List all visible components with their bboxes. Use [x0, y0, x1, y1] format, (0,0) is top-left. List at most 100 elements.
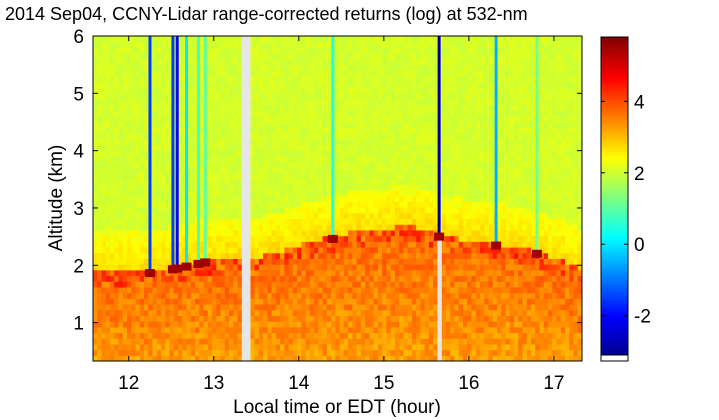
heatmap-cell — [386, 258, 392, 265]
heatmap-cell — [382, 321, 387, 328]
heatmap-cell — [416, 355, 422, 361]
heatmap-cell — [348, 338, 353, 345]
heatmap-cell — [331, 269, 336, 277]
heatmap-cell — [322, 275, 328, 282]
heatmap-cell — [229, 93, 234, 100]
heatmap-cell — [454, 269, 460, 277]
heatmap-cell — [441, 355, 447, 361]
heatmap-cell — [365, 58, 370, 66]
heatmap-cell — [105, 58, 111, 66]
heatmap-cell — [394, 64, 400, 71]
heatmap-cell — [169, 332, 175, 339]
heatmap-cell — [127, 53, 132, 60]
heatmap-cell — [394, 155, 400, 163]
heatmap-cell — [110, 246, 115, 254]
heatmap-cell — [131, 349, 137, 356]
heatmap-cell — [212, 218, 217, 225]
heatmap-cell — [93, 212, 98, 220]
heatmap-cell — [284, 269, 290, 277]
heatmap-cell — [301, 36, 307, 43]
heatmap-cell — [263, 36, 268, 43]
heatmap-cell — [135, 184, 141, 191]
heatmap-cell — [250, 264, 256, 271]
heatmap-cell — [292, 81, 298, 88]
heatmap-cell — [207, 138, 213, 145]
heatmap-cell — [348, 144, 353, 151]
heatmap-cell — [165, 286, 171, 294]
heatmap-cell — [250, 58, 256, 66]
heatmap-cell — [424, 121, 430, 128]
heatmap-cell — [411, 47, 417, 54]
heatmap-cell — [314, 172, 319, 180]
heatmap-cell — [144, 150, 149, 157]
heatmap-cell — [152, 150, 158, 157]
heatmap-cell — [335, 264, 341, 271]
heatmap-cell — [309, 41, 315, 49]
heatmap-cell — [178, 115, 183, 123]
heatmap-cell — [258, 269, 264, 277]
heatmap-cell — [386, 172, 392, 180]
heatmap-cell — [305, 229, 311, 237]
heatmap-cell — [216, 218, 222, 225]
heatmap-cell — [377, 207, 383, 214]
heatmap-cell — [407, 36, 413, 43]
heatmap-cell — [365, 212, 370, 220]
heatmap-cell — [424, 81, 430, 88]
heatmap-cell — [280, 155, 285, 163]
heatmap-cell — [110, 81, 115, 88]
heatmap-cell — [343, 229, 349, 237]
heatmap-cell — [365, 235, 370, 242]
heatmap-cell — [122, 264, 128, 271]
heatmap-cell — [335, 172, 341, 180]
heatmap-cell — [122, 70, 128, 77]
heatmap-cell — [441, 115, 447, 123]
heatmap-cell — [258, 315, 264, 322]
heatmap-cell — [309, 229, 315, 237]
heatmap-cell — [212, 104, 217, 111]
heatmap-cell — [288, 201, 294, 208]
heatmap-cell — [114, 121, 120, 128]
heatmap-cell — [394, 58, 400, 66]
heatmap-cell — [428, 75, 434, 83]
heatmap-cell — [407, 207, 413, 214]
heatmap-cell — [462, 275, 468, 282]
heatmap-cell — [97, 269, 103, 277]
heatmap-cell — [250, 161, 256, 168]
heatmap-cell — [314, 292, 319, 299]
heatmap-cell — [471, 98, 477, 106]
heatmap-cell — [122, 58, 128, 66]
heatmap-cell — [360, 144, 366, 151]
heatmap-cell — [292, 332, 298, 339]
heatmap-cell — [428, 47, 434, 54]
heatmap-cell — [288, 343, 294, 351]
heatmap-cell — [195, 315, 200, 322]
heatmap-cell — [424, 127, 430, 134]
heatmap-cell — [297, 81, 302, 88]
heatmap-cell — [258, 121, 264, 128]
heatmap-cell — [105, 70, 111, 77]
heatmap-cell — [161, 207, 166, 214]
heatmap-cell — [403, 64, 409, 71]
heatmap-cell — [407, 81, 413, 88]
heatmap-cell — [165, 127, 171, 134]
heatmap-cell — [144, 218, 149, 225]
heatmap-cell — [356, 315, 362, 322]
heatmap-cell — [450, 161, 456, 168]
heatmap-cell — [441, 281, 447, 288]
heatmap-cell — [110, 161, 115, 168]
heatmap-cell — [475, 172, 481, 180]
heatmap-cell — [178, 138, 183, 145]
heatmap-cell — [407, 75, 413, 83]
heatmap-cell — [433, 321, 439, 328]
heatmap-cell — [339, 58, 345, 66]
heatmap-cell — [471, 178, 477, 185]
heatmap-cell — [267, 184, 273, 191]
heatmap-cell — [165, 110, 171, 117]
heatmap-cell — [148, 349, 154, 356]
heatmap-cell — [373, 53, 379, 60]
heatmap-cell — [186, 98, 192, 106]
heatmap-cell — [458, 132, 464, 140]
heatmap-cell — [424, 184, 430, 191]
heatmap-cell — [360, 132, 366, 140]
heatmap-cell — [233, 36, 239, 43]
